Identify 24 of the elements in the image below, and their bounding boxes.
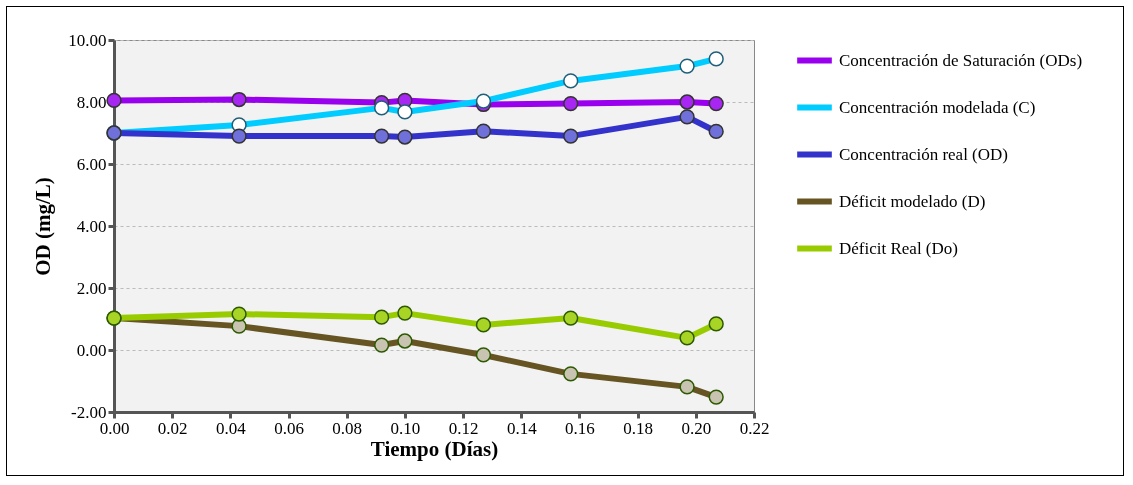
y-tick-label: 10.00 — [68, 30, 107, 50]
x-tick-label: 0.04 — [215, 418, 247, 438]
y-axis-title: OD (mg/L) — [31, 177, 56, 276]
legend-label: Concentración real (OD) — [839, 144, 1008, 164]
x-tick-label: 0.18 — [623, 418, 654, 438]
y-tick-label: 0.00 — [76, 340, 107, 360]
x-tick-label: 0.02 — [157, 418, 188, 438]
y-tick-label: 8.00 — [76, 92, 107, 112]
x-tick-label: 0.20 — [681, 418, 712, 438]
x-tick-label: 0.12 — [448, 418, 479, 438]
legend-label: Concentración modelada (C) — [839, 97, 1036, 117]
y-tick-label: 6.00 — [76, 154, 107, 174]
y-tick-label: 2.00 — [76, 278, 107, 298]
legend-label: Déficit Real (Do) — [839, 238, 958, 258]
legend-label: Déficit modelado (D) — [839, 191, 986, 211]
legend-label: Concentración de Saturación (ODs) — [839, 50, 1083, 70]
x-tick-label: 0.08 — [332, 418, 363, 438]
x-tick-label: 0.22 — [739, 418, 770, 438]
x-tick-label: 0.14 — [506, 418, 538, 438]
y-tick-label: 4.00 — [76, 216, 107, 236]
x-tick-label: 0.10 — [390, 418, 421, 438]
x-tick-label: 0.16 — [565, 418, 595, 438]
x-axis-title: Tiempo (Días) — [370, 436, 499, 461]
x-tick-label: 0.06 — [274, 418, 304, 438]
